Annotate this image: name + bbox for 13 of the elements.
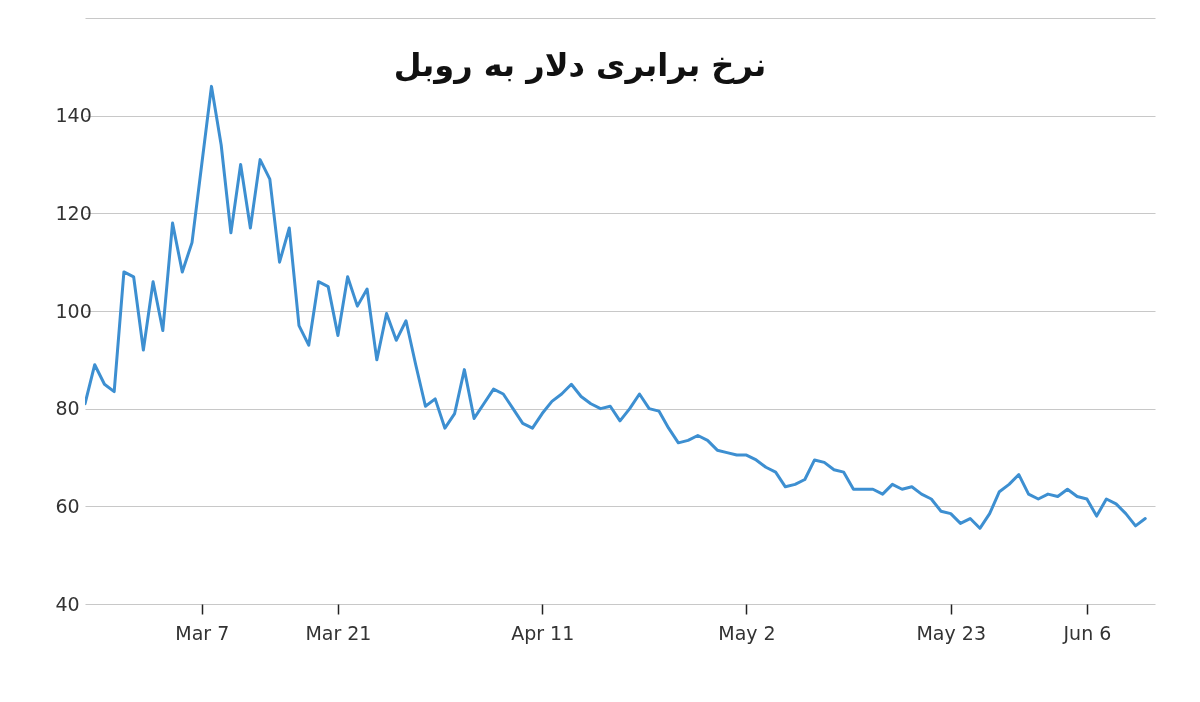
x-tick-label: Mar 7: [175, 621, 230, 644]
y-tick-label: 140: [55, 104, 92, 127]
x-tick-label: Jun 6: [1062, 621, 1112, 644]
x-tick-label: May 2: [718, 621, 776, 644]
x-tick-label: Mar 21: [305, 621, 372, 644]
y-tick-label: 100: [55, 299, 92, 322]
y-tick-label: 80: [55, 397, 80, 420]
y-tick-label: 120: [55, 201, 92, 224]
y-tick-label: 40: [55, 592, 80, 615]
y-tick-label: 60: [55, 494, 80, 517]
x-tick-label: Apr 11: [511, 621, 575, 644]
text: نرخ برابری دلار به روبل: [393, 46, 767, 84]
x-tick-label: May 23: [916, 621, 986, 644]
